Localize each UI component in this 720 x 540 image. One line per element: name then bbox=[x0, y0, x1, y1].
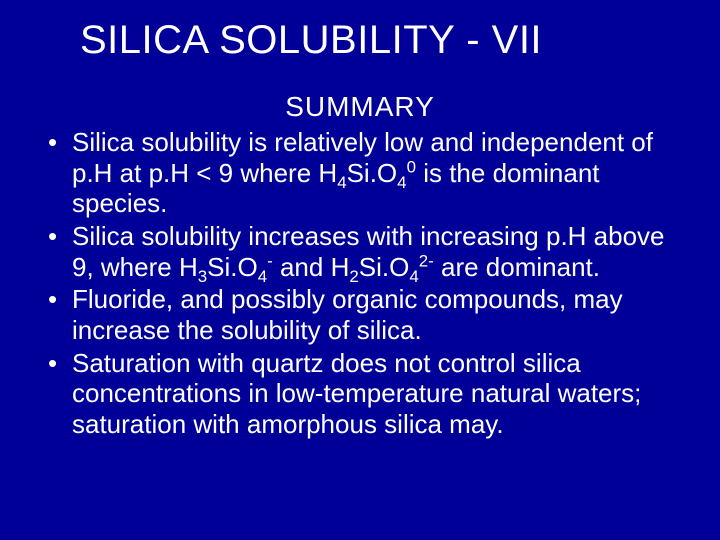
bullet-text: Fluoride, and possibly organic compounds… bbox=[72, 284, 623, 345]
bullet-text: Saturation with quartz does not control … bbox=[72, 348, 641, 439]
bullet-text: are dominant. bbox=[434, 252, 600, 282]
subscript: 4 bbox=[409, 267, 418, 286]
subscript: 4 bbox=[337, 173, 346, 192]
slide-title: SILICA SOLUBILITY - VII bbox=[80, 18, 680, 63]
superscript: 0 bbox=[407, 157, 416, 176]
bullet-text: and H bbox=[273, 252, 350, 282]
bullet-text: Si.O bbox=[359, 252, 410, 282]
subscript: 4 bbox=[258, 267, 267, 286]
bullet-item: Silica solubility increases with increas… bbox=[44, 221, 680, 282]
bullet-item: Silica solubility is relatively low and … bbox=[44, 127, 680, 219]
bullet-text: Si.O bbox=[207, 252, 258, 282]
slide-subtitle: SUMMARY bbox=[40, 91, 680, 123]
subscript: 4 bbox=[397, 173, 406, 192]
subscript: 3 bbox=[198, 267, 207, 286]
slide-container: SILICA SOLUBILITY - VII SUMMARY Silica s… bbox=[0, 0, 720, 540]
bullet-item: Saturation with quartz does not control … bbox=[44, 348, 680, 440]
bullet-item: Fluoride, and possibly organic compounds… bbox=[44, 284, 680, 345]
subscript: 2 bbox=[349, 267, 358, 286]
superscript: 2- bbox=[419, 251, 434, 270]
bullet-list: Silica solubility is relatively low and … bbox=[40, 127, 680, 440]
bullet-text: Si.O bbox=[347, 158, 398, 188]
